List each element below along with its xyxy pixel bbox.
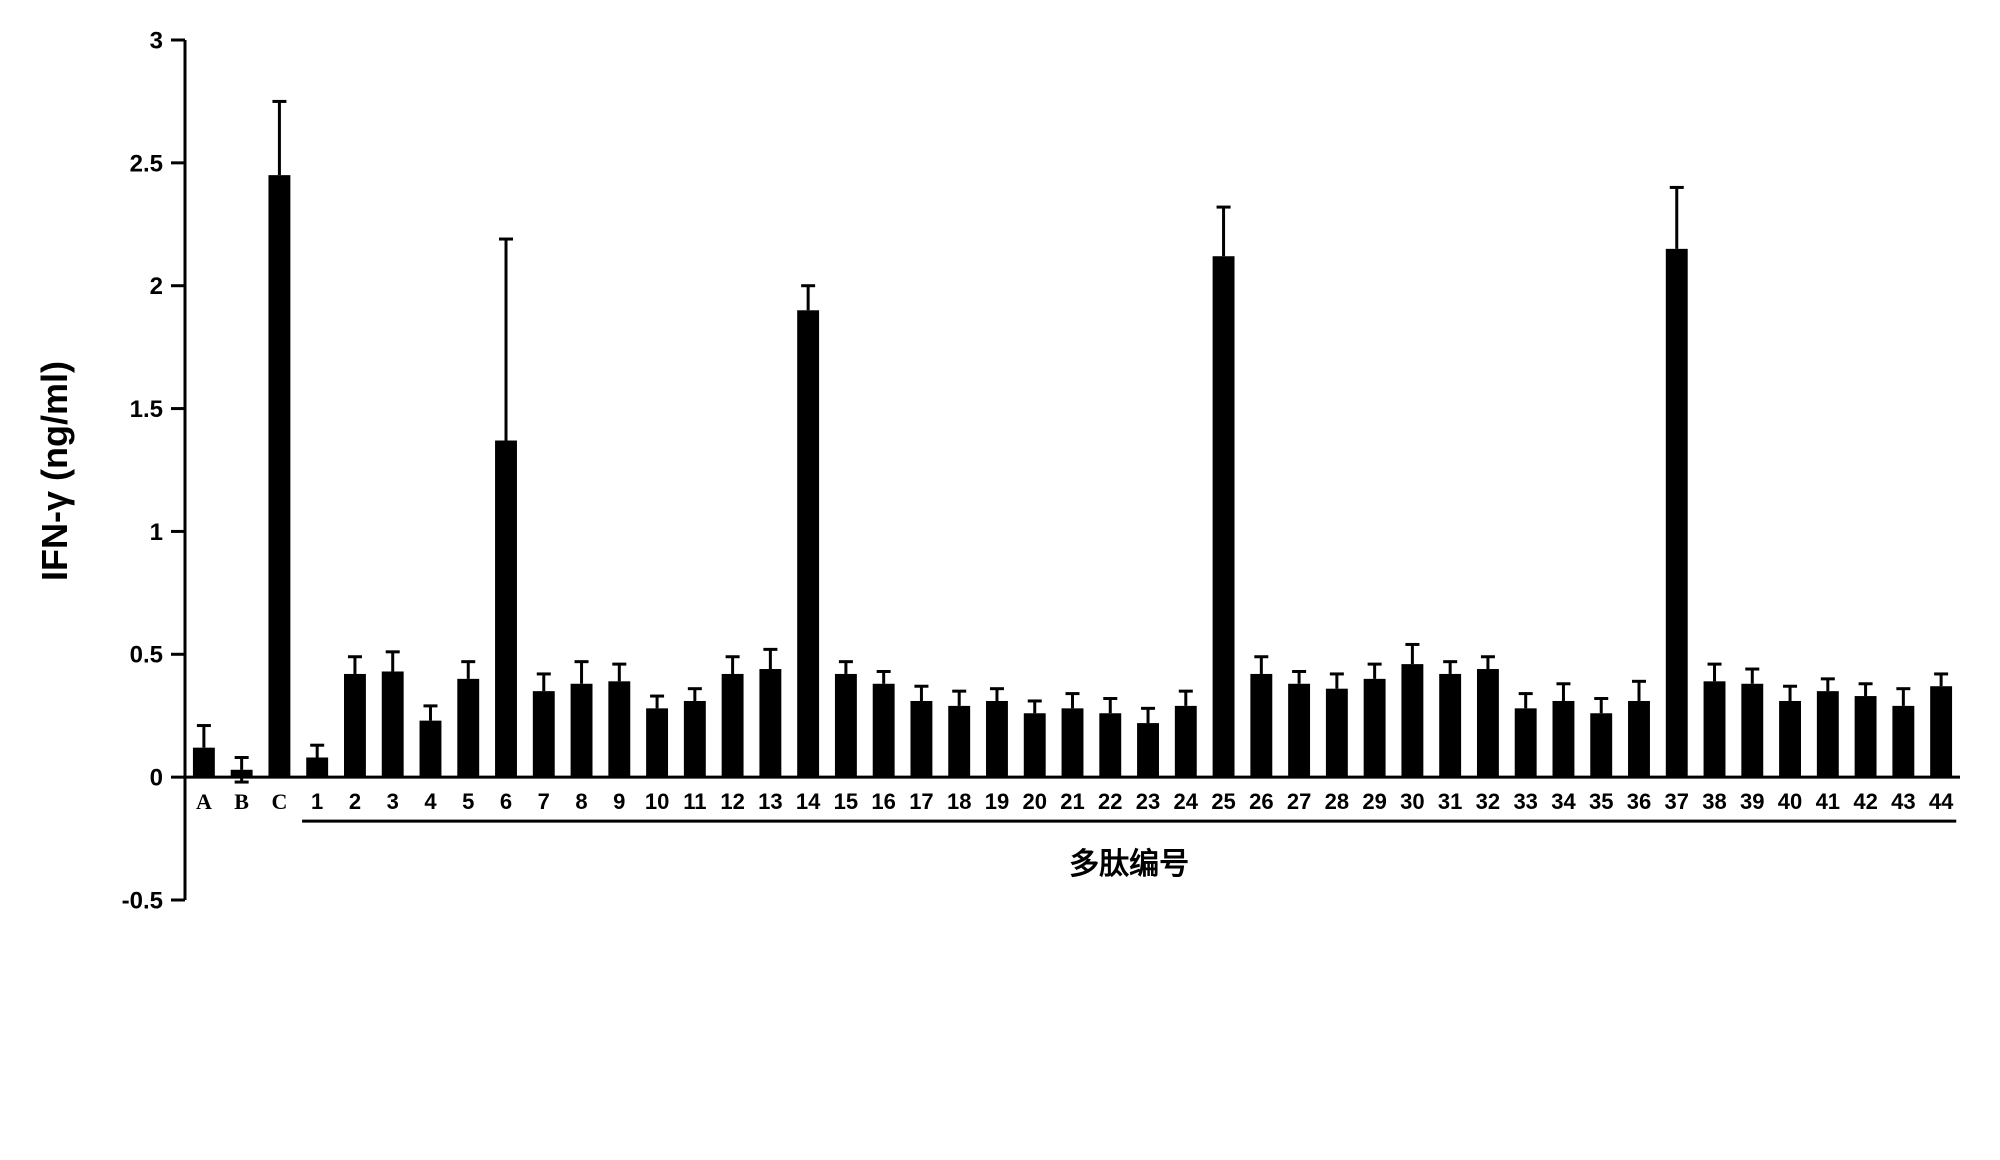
- svg-text:44: 44: [1929, 789, 1954, 814]
- svg-text:16: 16: [871, 789, 895, 814]
- svg-text:34: 34: [1551, 789, 1576, 814]
- svg-text:1: 1: [311, 789, 323, 814]
- svg-text:14: 14: [796, 789, 821, 814]
- svg-text:0: 0: [150, 765, 163, 792]
- svg-text:40: 40: [1778, 789, 1802, 814]
- svg-text:10: 10: [645, 789, 669, 814]
- svg-text:8: 8: [575, 789, 587, 814]
- svg-text:41: 41: [1816, 789, 1840, 814]
- svg-text:11: 11: [683, 789, 706, 814]
- svg-text:3: 3: [387, 789, 399, 814]
- bar-chart: -0.500.511.522.53ABC12345678910111213141…: [0, 0, 2000, 1160]
- svg-text:28: 28: [1325, 789, 1349, 814]
- svg-text:A: A: [196, 789, 212, 814]
- svg-text:2.5: 2.5: [130, 150, 163, 177]
- svg-text:-0.5: -0.5: [122, 887, 163, 914]
- svg-text:21: 21: [1060, 789, 1084, 814]
- svg-text:19: 19: [985, 789, 1009, 814]
- x-axis-group-label: 多肽编号: [1009, 839, 1249, 883]
- svg-text:2: 2: [349, 789, 361, 814]
- svg-text:1.5: 1.5: [130, 396, 163, 423]
- svg-text:18: 18: [947, 789, 971, 814]
- svg-text:42: 42: [1853, 789, 1877, 814]
- svg-text:12: 12: [720, 789, 744, 814]
- svg-text:35: 35: [1589, 789, 1613, 814]
- svg-text:5: 5: [462, 789, 474, 814]
- svg-text:22: 22: [1098, 789, 1122, 814]
- svg-text:37: 37: [1665, 789, 1689, 814]
- y-axis-label: IFN-γ (ng/ml): [34, 321, 76, 621]
- svg-text:36: 36: [1627, 789, 1651, 814]
- svg-text:24: 24: [1174, 789, 1199, 814]
- svg-text:39: 39: [1740, 789, 1764, 814]
- svg-text:26: 26: [1249, 789, 1273, 814]
- svg-text:38: 38: [1702, 789, 1726, 814]
- svg-text:9: 9: [613, 789, 625, 814]
- svg-text:23: 23: [1136, 789, 1160, 814]
- svg-text:32: 32: [1476, 789, 1500, 814]
- svg-text:20: 20: [1022, 789, 1046, 814]
- svg-text:6: 6: [500, 789, 512, 814]
- svg-text:B: B: [234, 789, 249, 814]
- svg-text:25: 25: [1211, 789, 1235, 814]
- svg-text:15: 15: [834, 789, 858, 814]
- svg-text:2: 2: [150, 273, 163, 300]
- svg-text:29: 29: [1362, 789, 1386, 814]
- svg-text:17: 17: [909, 789, 933, 814]
- svg-text:1: 1: [150, 519, 163, 546]
- svg-text:27: 27: [1287, 789, 1311, 814]
- svg-text:7: 7: [538, 789, 550, 814]
- svg-text:4: 4: [424, 789, 437, 814]
- svg-text:C: C: [271, 789, 287, 814]
- svg-text:33: 33: [1513, 789, 1537, 814]
- svg-text:30: 30: [1400, 789, 1424, 814]
- svg-text:43: 43: [1891, 789, 1915, 814]
- svg-text:13: 13: [758, 789, 782, 814]
- svg-text:31: 31: [1438, 789, 1462, 814]
- svg-text:3: 3: [150, 27, 163, 54]
- chart-container: -0.500.511.522.53ABC12345678910111213141…: [0, 0, 2000, 1160]
- svg-text:0.5: 0.5: [130, 642, 163, 669]
